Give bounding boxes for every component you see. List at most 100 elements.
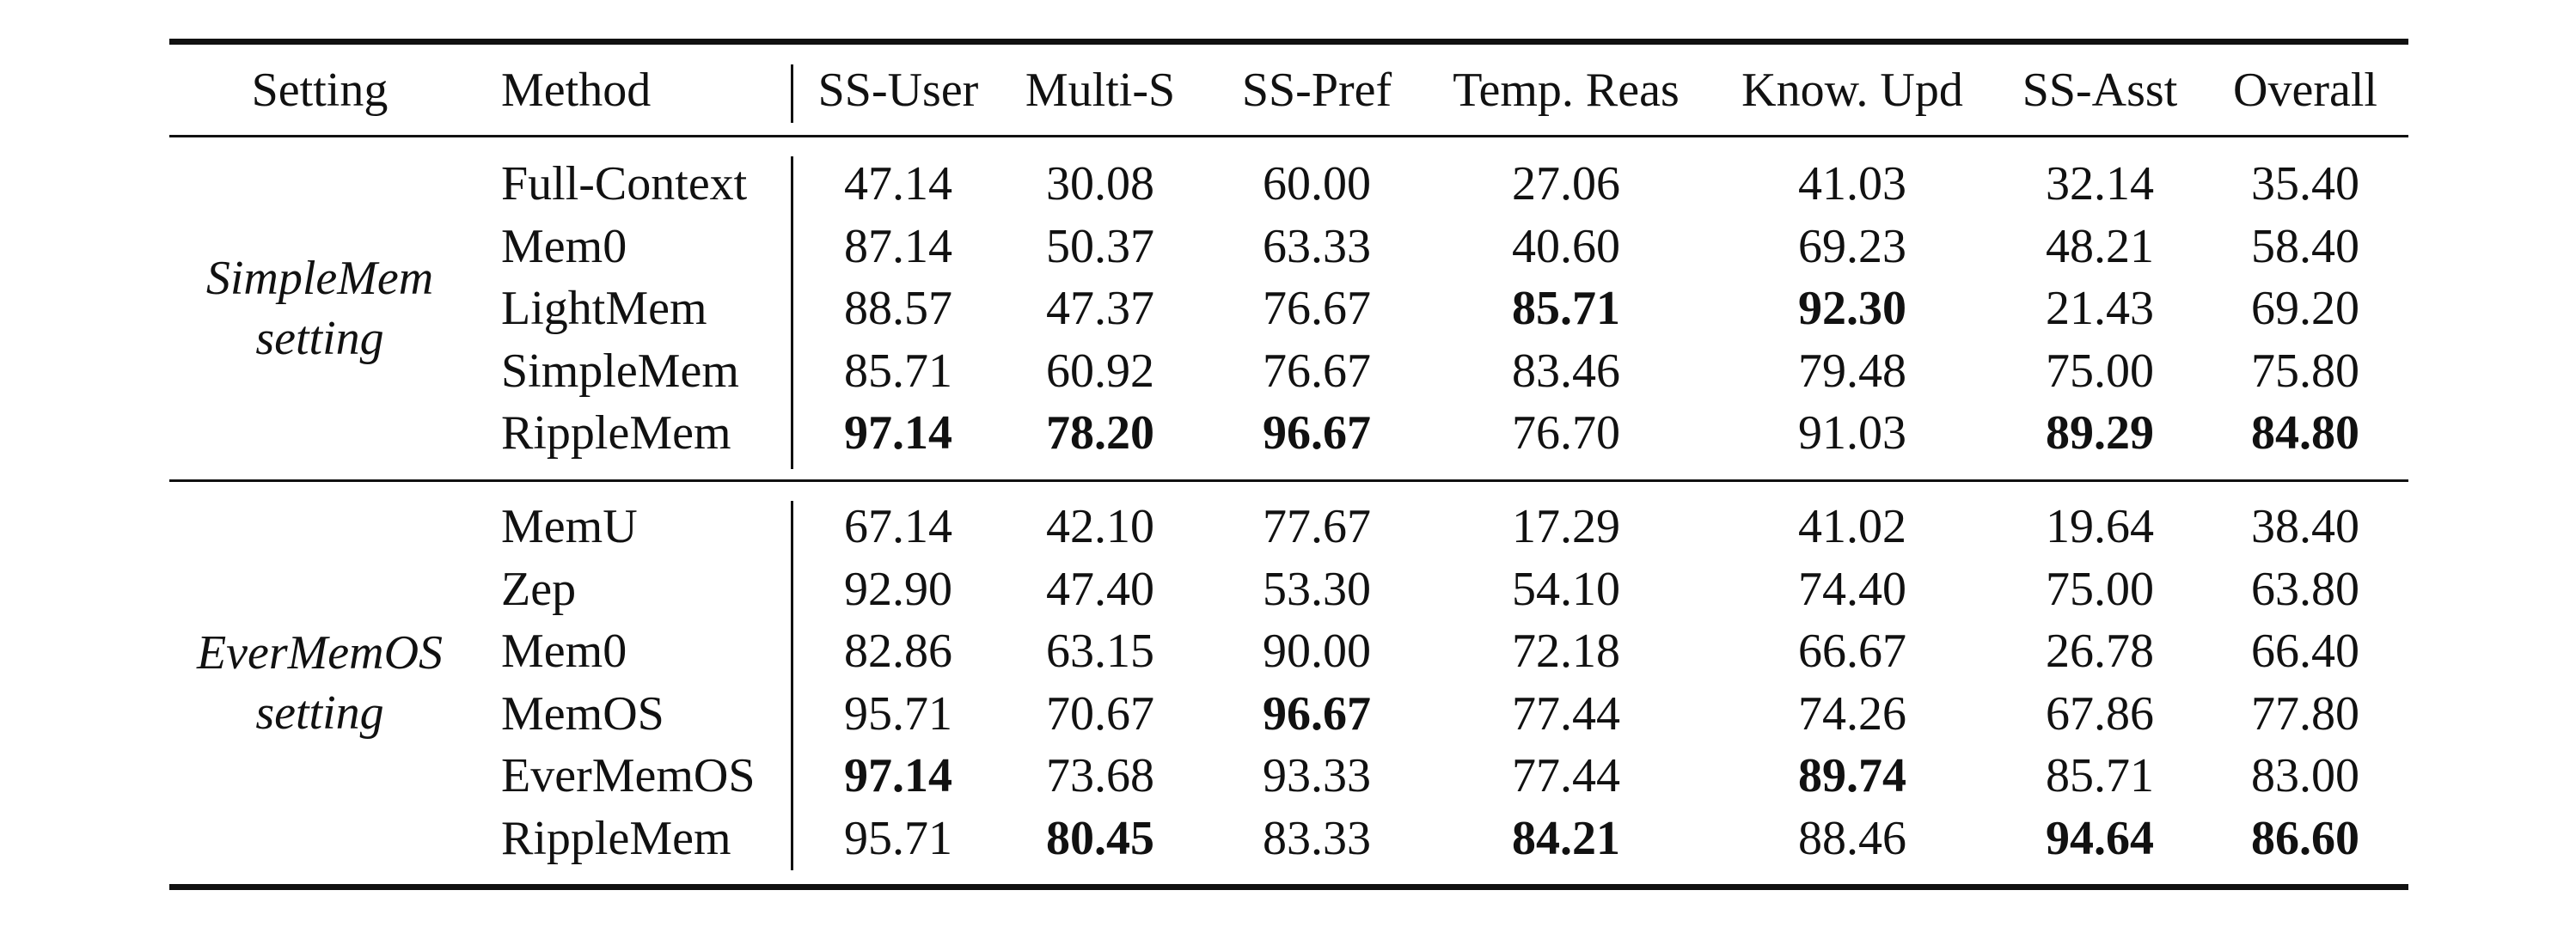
value-cell: 76.67 [1263,345,1371,398]
group-divider [791,156,793,469]
method-cell: SimpleMem [501,345,739,398]
value-cell: 80.45 [1046,812,1154,865]
value-cell: 66.40 [2251,625,2359,678]
value-cell: 77.80 [2251,687,2359,741]
value-cell: 41.03 [1798,157,1906,210]
method-cell: RippleMem [501,406,731,460]
method-cell: RippleMem [501,812,731,865]
method-cell: MemOS [501,687,664,741]
value-cell: 85.71 [1512,282,1620,335]
column-header: SS-Asst [2022,64,2178,117]
value-cell: 97.14 [844,406,952,460]
value-cell: 84.21 [1512,812,1620,865]
value-cell: 75.80 [2251,345,2359,398]
value-cell: 60.92 [1046,345,1154,398]
value-cell: 63.33 [1263,220,1371,273]
value-cell: 27.06 [1512,157,1620,210]
setting-label: setting [255,312,384,365]
column-header: Method [501,64,652,117]
value-cell: 75.00 [2046,563,2154,616]
value-cell: 77.44 [1512,749,1620,802]
value-cell: 47.37 [1046,282,1154,335]
column-header: Temp. Reas [1453,64,1680,117]
value-cell: 92.90 [844,563,952,616]
value-cell: 42.10 [1046,500,1154,553]
setting-label: setting [255,686,384,740]
value-cell: 79.48 [1798,345,1906,398]
method-cell: Mem0 [501,625,627,678]
column-header: SS-User [817,64,979,117]
header-divider [791,64,793,123]
column-header: SS-Pref [1241,64,1392,117]
value-cell: 86.60 [2251,812,2359,865]
value-cell: 47.14 [844,157,952,210]
column-header: Multi-S [1025,64,1176,117]
value-cell: 60.00 [1263,157,1371,210]
value-cell: 30.08 [1046,157,1154,210]
value-cell: 38.40 [2251,500,2359,553]
value-cell: 90.00 [1263,625,1371,678]
column-header: Overall [2233,64,2377,117]
method-cell: Mem0 [501,220,627,273]
value-cell: 93.33 [1263,749,1371,802]
value-cell: 82.86 [844,625,952,678]
value-cell: 83.00 [2251,749,2359,802]
value-cell: 77.67 [1263,500,1371,553]
value-cell: 78.20 [1046,406,1154,460]
value-cell: 75.00 [2046,345,2154,398]
value-cell: 88.46 [1798,812,1906,865]
value-cell: 74.26 [1798,687,1906,741]
setting-label: SimpleMem [205,252,434,305]
value-cell: 89.74 [1798,749,1906,802]
value-cell: 63.80 [2251,563,2359,616]
value-cell: 19.64 [2046,500,2154,553]
group-divider [791,501,793,870]
method-cell: EverMemOS [501,749,756,802]
value-cell: 94.64 [2046,812,2154,865]
value-cell: 54.10 [1512,563,1620,616]
method-cell: MemU [501,500,638,553]
top-rule [169,39,2408,45]
bottom-rule [169,884,2408,890]
value-cell: 76.70 [1512,406,1620,460]
value-cell: 73.68 [1046,749,1154,802]
value-cell: 53.30 [1263,563,1371,616]
value-cell: 97.14 [844,749,952,802]
setting-label: EverMemOS [196,625,444,680]
value-cell: 95.71 [844,687,952,741]
value-cell: 83.33 [1263,812,1371,865]
method-cell: LightMem [501,282,707,335]
value-cell: 95.71 [844,812,952,865]
value-cell: 85.71 [2046,749,2154,802]
method-cell: Full-Context [501,157,748,210]
value-cell: 92.30 [1798,282,1906,335]
value-cell: 17.29 [1512,500,1620,553]
value-cell: 77.44 [1512,687,1620,741]
value-cell: 41.02 [1798,500,1906,553]
value-cell: 74.40 [1798,563,1906,616]
value-cell: 87.14 [844,220,952,273]
method-cell: Zep [501,563,577,616]
value-cell: 72.18 [1512,625,1620,678]
value-cell: 91.03 [1798,406,1906,460]
value-cell: 96.67 [1263,406,1371,460]
value-cell: 47.40 [1046,563,1154,616]
value-cell: 50.37 [1046,220,1154,273]
value-cell: 67.14 [844,500,952,553]
value-cell: 83.46 [1512,345,1620,398]
value-cell: 70.67 [1046,687,1154,741]
value-cell: 84.80 [2251,406,2359,460]
column-header: Know. Upd [1741,64,1963,117]
value-cell: 88.57 [844,282,952,335]
value-cell: 58.40 [2251,220,2359,273]
value-cell: 76.67 [1263,282,1371,335]
value-cell: 67.86 [2046,687,2154,741]
header-rule [169,135,2408,137]
value-cell: 96.67 [1263,687,1371,741]
value-cell: 40.60 [1512,220,1620,273]
column-header: Setting [251,64,389,117]
value-cell: 69.20 [2251,282,2359,335]
group-rule [169,479,2408,482]
value-cell: 66.67 [1798,625,1906,678]
